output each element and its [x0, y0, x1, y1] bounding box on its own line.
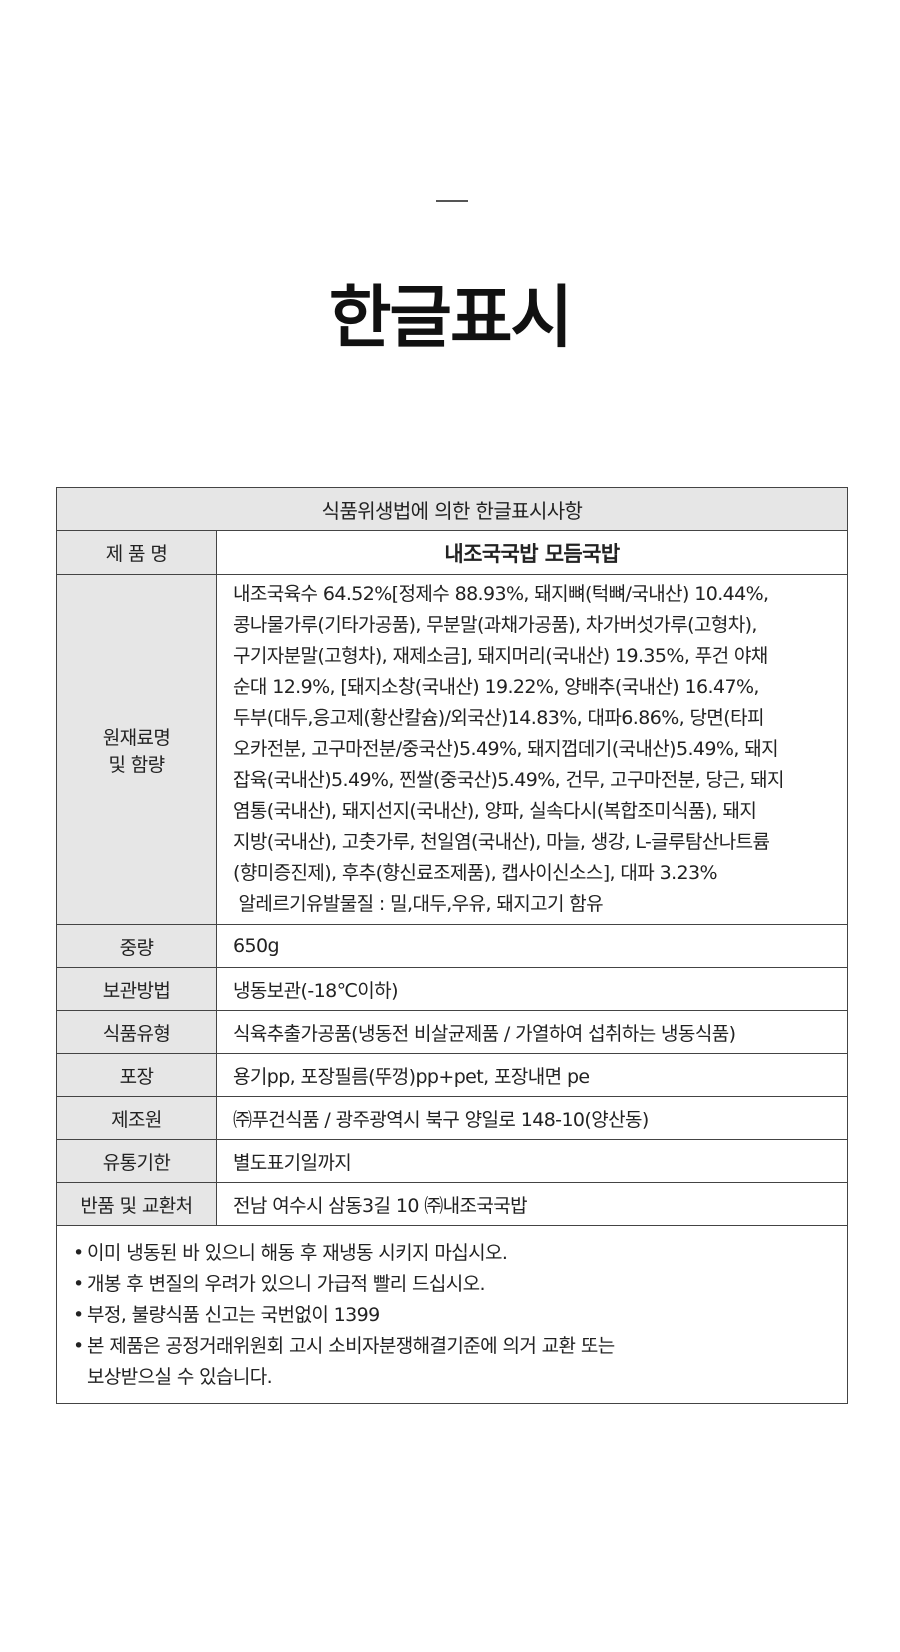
bullet-icon: •	[73, 1304, 84, 1326]
ingredient-line: 구기자분말(고형차), 재제소금], 돼지머리(국내산) 19.35%, 푸건 …	[233, 645, 768, 667]
table-row: 반품 및 교환처 전남 여수시 삼동3길 10 ㈜내조국국밥	[56, 1182, 848, 1226]
note-text: 이미 냉동된 바 있으니 해동 후 재냉동 시키지 마십시오.	[87, 1242, 508, 1264]
table-row: 중량 650g	[56, 924, 848, 968]
note-item: • 개봉 후 변질의 우려가 있으니 가급적 빨리 드십시오.	[73, 1269, 831, 1300]
row-label: 원재료명 및 함량	[56, 574, 217, 925]
row-label: 제조원	[56, 1096, 217, 1140]
notes-cell: • 이미 냉동된 바 있으니 해동 후 재냉동 시키지 마십시오. • 개봉 후 변질…	[56, 1225, 848, 1404]
note-text: 부정, 불량식품 신고는 국번없이 1399	[87, 1304, 380, 1326]
row-value: 용기pp, 포장필름(뚜껑)pp+pet, 포장내면 pe	[216, 1053, 848, 1097]
row-value: 냉동보관(-18℃이하)	[216, 967, 848, 1011]
ingredient-line: 오카전분, 고구마전분/중국산)5.49%, 돼지껍데기(국내산)5.49%, …	[233, 738, 779, 760]
row-label: 유통기한	[56, 1139, 217, 1183]
row-value: 별도표기일까지	[216, 1139, 848, 1183]
row-value: 전남 여수시 삼동3길 10 ㈜내조국국밥	[216, 1182, 848, 1226]
ingredient-line: 콩나물가루(기타가공품), 무분말(과채가공품), 차가버섯가루(고형차),	[233, 614, 757, 636]
title-divider	[436, 200, 468, 202]
bullet-icon: •	[73, 1335, 84, 1357]
note-text: 본 제품은 공정거래위원회 고시 소비자분쟁해결기준에 의거 교환 또는 보상받…	[87, 1335, 615, 1388]
row-value: 내조국육수 64.52%[정제수 88.93%, 돼지뼈(턱뼈/국내산) 10.…	[216, 574, 848, 925]
table-row: 보관방법 냉동보관(-18℃이하)	[56, 967, 848, 1011]
ingredient-line: 두부(대두,응고제(황산칼슘)/외국산)14.83%, 대파6.86%, 당면(…	[233, 707, 764, 729]
bullet-icon: •	[73, 1242, 84, 1264]
ingredient-line: 염통(국내산), 돼지선지(국내산), 양파, 실속다시(복합조미식품), 돼지	[233, 800, 757, 822]
row-label: 중량	[56, 924, 217, 968]
ingredient-line: 순대 12.9%, [돼지소창(국내산) 19.22%, 양배추(국내산) 16…	[233, 676, 759, 698]
table-row: 포장 용기pp, 포장필름(뚜껑)pp+pet, 포장내면 pe	[56, 1053, 848, 1097]
row-label: 제 품 명	[56, 530, 217, 575]
table-row: 원재료명 및 함량 내조국육수 64.52%[정제수 88.93%, 돼지뼈(턱뼈…	[56, 574, 848, 925]
ingredient-line: 알레르기유발물질 : 밀,대두,우유, 돼지고기 함유	[233, 893, 604, 915]
note-item: • 이미 냉동된 바 있으니 해동 후 재냉동 시키지 마십시오.	[73, 1238, 831, 1269]
row-value: 650g	[216, 924, 848, 968]
row-value: 내조국국밥 모듬국밥	[216, 530, 848, 575]
ingredient-line: 지방(국내산), 고춧가루, 천일염(국내산), 마늘, 생강, L-글루탐산나…	[233, 831, 770, 853]
ingredient-line: (향미증진제), 후추(향신료조제품), 캡사이신소스], 대파 3.23%	[233, 862, 718, 884]
table-row: 제 품 명 내조국국밥 모듬국밥	[56, 530, 848, 575]
note-item: • 본 제품은 공정거래위원회 고시 소비자분쟁해결기준에 의거 교환 또는 보상…	[73, 1331, 831, 1393]
row-value: ㈜푸건식품 / 광주광역시 북구 양일로 148-10(양산동)	[216, 1096, 848, 1140]
note-item: • 부정, 불량식품 신고는 국번없이 1399	[73, 1300, 831, 1331]
row-label: 반품 및 교환처	[56, 1182, 217, 1226]
bullet-icon: •	[73, 1273, 84, 1295]
row-label: 보관방법	[56, 967, 217, 1011]
note-text: 개봉 후 변질의 우려가 있으니 가급적 빨리 드십시오.	[87, 1273, 486, 1295]
row-label: 식품유형	[56, 1010, 217, 1054]
row-label: 포장	[56, 1053, 217, 1097]
table-header: 식품위생법에 의한 한글표시사항	[56, 487, 848, 531]
table-row: 식품유형 식육추출가공품(냉동전 비살균제품 / 가열하여 섭취하는 냉동식품)	[56, 1010, 848, 1054]
table-row: 제조원 ㈜푸건식품 / 광주광역시 북구 양일로 148-10(양산동)	[56, 1096, 848, 1140]
table-row: 유통기한 별도표기일까지	[56, 1139, 848, 1183]
page-title: 한글표시	[328, 279, 573, 358]
label-table: 식품위생법에 의한 한글표시사항 제 품 명 내조국국밥 모듬국밥 원재료명 및 함…	[56, 487, 848, 1404]
row-value: 식육추출가공품(냉동전 비살균제품 / 가열하여 섭취하는 냉동식품)	[216, 1010, 848, 1054]
ingredient-line: 잡육(국내산)5.49%, 찐쌀(중국산)5.49%, 건무, 고구마전분, 당…	[233, 769, 784, 791]
ingredient-line: 내조국육수 64.52%[정제수 88.93%, 돼지뼈(턱뼈/국내산) 10.…	[233, 583, 769, 605]
